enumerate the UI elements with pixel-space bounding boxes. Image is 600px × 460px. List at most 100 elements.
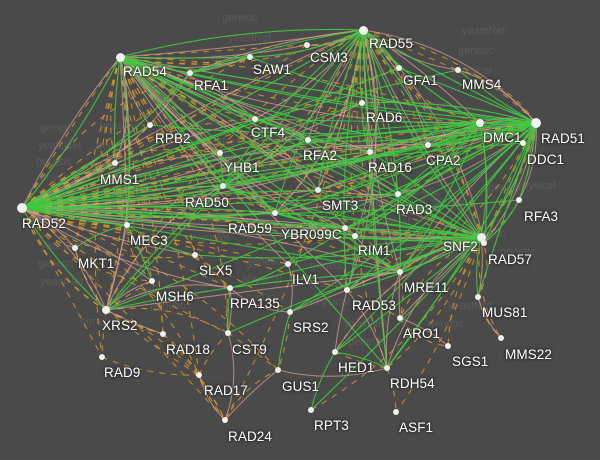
network-edge: [224, 369, 279, 421]
network-edge: [227, 287, 231, 334]
network-edge: [189, 29, 364, 74]
graph-node-csm3[interactable]: [304, 42, 310, 48]
graph-node-rad53[interactable]: [344, 287, 350, 293]
network-edge: [21, 207, 229, 334]
graph-node-rfa1[interactable]: [187, 70, 193, 76]
network-edge: [386, 367, 397, 413]
graph-node-mms4[interactable]: [455, 67, 461, 73]
network-edge: [310, 236, 482, 411]
network-edge: [119, 56, 482, 238]
network-edge: [362, 29, 401, 273]
graph-node-ddc1[interactable]: [520, 140, 526, 146]
network-edge: [254, 118, 309, 141]
graph-node-hed1[interactable]: [332, 349, 338, 355]
graph-node-rad17[interactable]: [196, 372, 202, 378]
network-edge: [21, 102, 363, 209]
network-edge: [21, 207, 482, 240]
network-edge: [105, 271, 401, 311]
graph-node-rad54[interactable]: [115, 52, 125, 62]
network-edge: [21, 207, 401, 273]
network-edge: [119, 56, 276, 214]
graph-node-rad59[interactable]: [272, 210, 278, 216]
network-edge: [105, 271, 401, 311]
network-edge: [362, 29, 537, 124]
network-edge: [21, 56, 251, 209]
network-edge: [483, 122, 537, 244]
network-edge: [21, 207, 276, 219]
network-edge: [385, 271, 401, 369]
graph-node-rpb2[interactable]: [147, 122, 153, 128]
graph-node-sgs1[interactable]: [445, 343, 451, 349]
network-edge: [310, 236, 482, 411]
graph-node-ybr099c[interactable]: [342, 225, 348, 231]
graph-node-cst9[interactable]: [225, 330, 231, 336]
graph-node-mkt1[interactable]: [72, 245, 78, 251]
network-edge: [94, 56, 121, 358]
network-edge: [74, 247, 107, 311]
graph-node-srs2[interactable]: [287, 309, 293, 315]
network-edge: [289, 236, 482, 313]
network-edge: [189, 56, 251, 74]
network-edge: [227, 236, 482, 334]
graph-node-rpt3[interactable]: [308, 407, 314, 413]
graph-node-rdh54[interactable]: [384, 365, 390, 371]
graph-node-rad52[interactable]: [17, 203, 27, 213]
network-edge: [249, 29, 364, 58]
graph-node-asf1[interactable]: [393, 409, 399, 415]
graph-node-smt3[interactable]: [315, 187, 321, 193]
network-edge: [362, 29, 399, 195]
network-edge: [21, 29, 364, 209]
graph-node-mec3[interactable]: [124, 222, 130, 228]
graph-node-mms1[interactable]: [112, 160, 118, 166]
graph-node-rad55[interactable]: [358, 25, 368, 35]
graph-node-slx5[interactable]: [192, 252, 198, 258]
network-edge: [277, 367, 388, 377]
network-edge: [395, 236, 482, 413]
graph-node-rim1[interactable]: [352, 233, 358, 239]
graph-node-mre11[interactable]: [397, 269, 403, 275]
graph-node-cpa2[interactable]: [425, 142, 431, 148]
network-edge: [222, 185, 401, 273]
network-edge: [126, 224, 196, 256]
graph-node-xrs2[interactable]: [102, 306, 110, 314]
graph-node-aro1[interactable]: [397, 315, 403, 321]
graph-node-rad6[interactable]: [359, 100, 365, 106]
graph-node-rfa2[interactable]: [305, 137, 311, 143]
graph-node-gus1[interactable]: [275, 367, 281, 373]
graph-node-rad57[interactable]: [481, 240, 487, 246]
graph-node-mms22[interactable]: [498, 335, 504, 341]
graph-node-dmc1[interactable]: [476, 119, 484, 127]
graph-node-rad3[interactable]: [395, 191, 401, 197]
graph-node-mus81[interactable]: [475, 294, 481, 300]
graph-node-rad9[interactable]: [99, 354, 105, 360]
network-edge: [151, 280, 164, 335]
network-edge: [21, 193, 399, 209]
network-edge: [334, 289, 348, 353]
graph-node-gfa1[interactable]: [396, 65, 402, 71]
network-edge: [334, 236, 482, 353]
graph-node-snf2[interactable]: [476, 232, 486, 242]
network-edge: [346, 236, 482, 291]
network-edge: [21, 67, 400, 209]
graph-node-msh6[interactable]: [149, 278, 155, 284]
graph-node-rad24[interactable]: [222, 417, 228, 423]
graph-node-rpa135[interactable]: [227, 285, 233, 291]
graph-node-rad18[interactable]: [160, 331, 166, 337]
network-edge: [119, 56, 196, 256]
network-edge: [346, 235, 356, 291]
network-edge: [307, 139, 482, 238]
graph-node-ilv1[interactable]: [285, 261, 291, 267]
graph-node-rad16[interactable]: [367, 149, 373, 155]
graph-node-ctf4[interactable]: [252, 116, 258, 122]
graph-node-yhb1[interactable]: [217, 150, 223, 156]
graph-node-rad51[interactable]: [531, 118, 541, 128]
network-edge: [21, 207, 279, 371]
network-edge: [307, 122, 537, 142]
graph-node-saw1[interactable]: [247, 54, 253, 60]
graph-node-rad50[interactable]: [220, 183, 226, 189]
network-edge: [21, 207, 76, 249]
network-edge: [361, 29, 364, 104]
network-edge: [274, 212, 356, 237]
graph-node-rfa3[interactable]: [516, 197, 522, 203]
